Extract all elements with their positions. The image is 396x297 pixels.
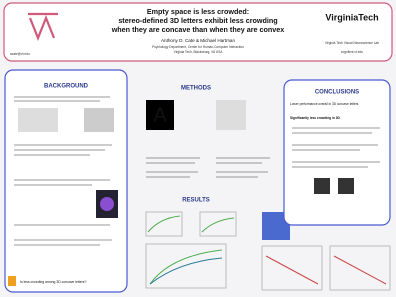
affiliation: Psychology Department, Center for Human-…	[152, 45, 244, 49]
brain-figure	[100, 197, 114, 211]
figure	[18, 108, 58, 132]
footer-question: Is less crowding among 3D concave letter…	[20, 280, 86, 284]
poster: acate@vt.edu Empty space is less crowded…	[0, 0, 396, 297]
conclusion-bullet: Significantly less crowding in 3D	[290, 116, 340, 120]
stimulus-image	[216, 100, 246, 130]
figure	[84, 108, 114, 132]
section-heading: RESULTS	[182, 198, 210, 204]
conclusion-bullet: Lower performance overall in 3D concave …	[290, 102, 359, 106]
background-panel	[5, 70, 127, 292]
section-heading: CONCLUSIONS	[315, 90, 359, 96]
lab-name: Virginia Tech Visual Neuroscience Lab	[325, 41, 379, 45]
figure	[338, 178, 354, 194]
section-heading: BACKGROUND	[44, 84, 89, 90]
figure	[314, 178, 330, 194]
institution: VirginiaTech	[325, 12, 378, 22]
affiliation: Virginia Tech, Blacksburg, VA USA	[174, 50, 224, 54]
email: acate@vt.edu	[10, 52, 30, 56]
authors: Anthony D. Cate & Michael Hartman	[161, 38, 235, 43]
title-line: Empty space is less crowded:	[147, 7, 249, 16]
lab-url: cognitive.vt.edu	[341, 50, 363, 54]
title-line: stereo-defined 3D letters exhibit less c…	[118, 16, 277, 25]
stimulus-letter: A	[153, 104, 167, 126]
icon	[8, 276, 16, 286]
section-heading: METHODS	[181, 86, 211, 92]
title-line: when they are concave than when they are…	[111, 25, 285, 34]
